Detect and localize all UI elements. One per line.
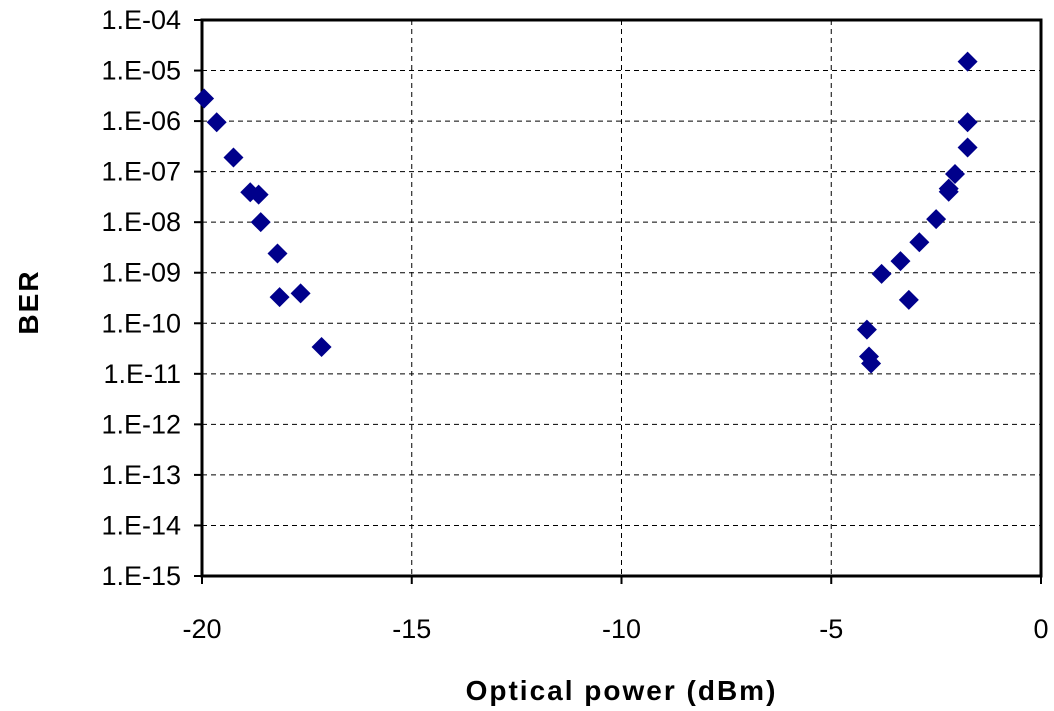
data-point-marker [945, 163, 966, 184]
y-tick-label: 1.E-06 [101, 106, 181, 136]
data-point-marker [250, 212, 271, 233]
y-tick-label: 1.E-08 [101, 207, 181, 237]
data-point-marker [267, 243, 288, 264]
data-point-marker [957, 137, 978, 158]
y-tick-label: 1.E-14 [101, 510, 181, 540]
data-point-marker [909, 232, 930, 253]
y-tick-label: 1.E-15 [101, 561, 181, 591]
y-tick-label: 1.E-13 [101, 460, 181, 490]
data-point-marker [890, 251, 911, 272]
x-tick-label: 0 [1033, 614, 1048, 644]
data-point-marker [269, 287, 290, 308]
data-point-marker [871, 263, 892, 284]
data-point-marker [856, 319, 877, 340]
y-tick-label: 1.E-05 [101, 56, 181, 86]
data-point-marker [206, 112, 227, 133]
x-tick-label: -20 [182, 614, 221, 644]
y-axis-ticks: 1.E-04 1.E-05 1.E-06 1.E-07 1.E-08 1.E-09 1.E-… [101, 5, 202, 591]
x-axis-title: Optical power (dBm) [466, 675, 778, 706]
y-tick-label: 1.E-12 [101, 409, 181, 439]
y-tick-label: 1.E-09 [101, 258, 181, 288]
y-tick-label: 1.E-07 [101, 157, 181, 187]
y-axis-title: BER [13, 269, 44, 334]
y-tick-label: 1.E-04 [101, 5, 181, 35]
x-tick-label: -10 [602, 614, 641, 644]
data-point-marker [223, 147, 244, 168]
data-point-marker [938, 178, 959, 199]
data-point-marker [311, 336, 332, 357]
data-points [194, 51, 978, 374]
y-tick-label: 1.E-11 [103, 359, 181, 389]
x-axis-ticks: -20 -15 -10 -5 0 [182, 576, 1049, 644]
x-tick-label: -15 [392, 614, 431, 644]
data-point-marker [290, 283, 311, 304]
data-point-marker [861, 353, 882, 374]
data-point-marker [248, 184, 269, 205]
data-point-marker [957, 51, 978, 72]
data-point-marker [957, 112, 978, 133]
grid-lines [202, 20, 1041, 576]
data-point-marker [898, 289, 919, 310]
data-point-marker [194, 88, 215, 109]
x-tick-label: -5 [819, 614, 843, 644]
y-tick-label: 1.E-10 [101, 308, 181, 338]
data-point-marker [926, 209, 947, 230]
